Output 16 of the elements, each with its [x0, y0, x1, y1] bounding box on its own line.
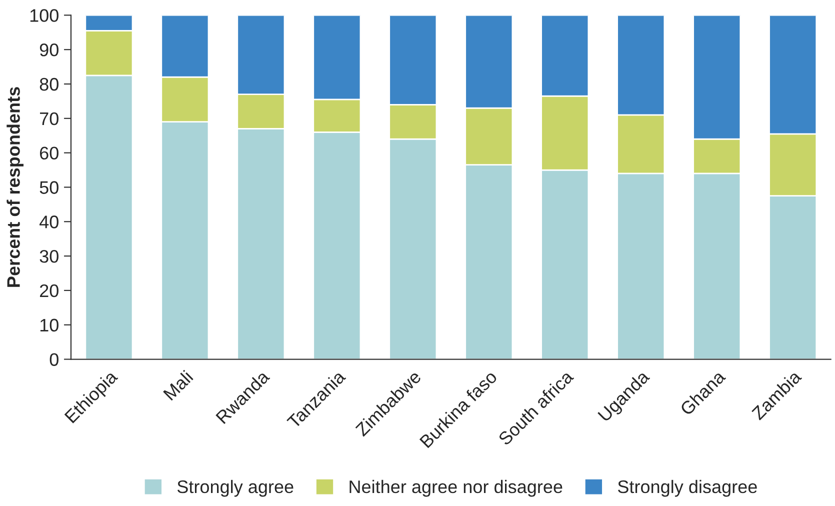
y-tick-label: 20 [40, 284, 58, 298]
legend-label: Strongly agree [177, 480, 294, 497]
y-tick-label: 70 [40, 112, 58, 126]
y-tick-label: 60 [40, 146, 58, 160]
x-tick-label: Mali [162, 370, 194, 401]
y-tick-label: 0 [50, 353, 58, 366]
y-tick-label: 100 [30, 9, 58, 22]
y-tick-label: 40 [40, 216, 58, 228]
y-tick-label: 50 [40, 181, 58, 194]
y-tick-label: 10 [40, 318, 58, 332]
y-tick-label: 30 [40, 250, 58, 263]
y-tick-label: 90 [40, 44, 58, 56]
legend-label: Strongly disagree [618, 480, 757, 497]
y-axis-title: Percent of respondents [6, 87, 24, 287]
legend-label: Neither agree nor disagree [350, 480, 562, 497]
y-tick-label: 80 [40, 78, 58, 91]
